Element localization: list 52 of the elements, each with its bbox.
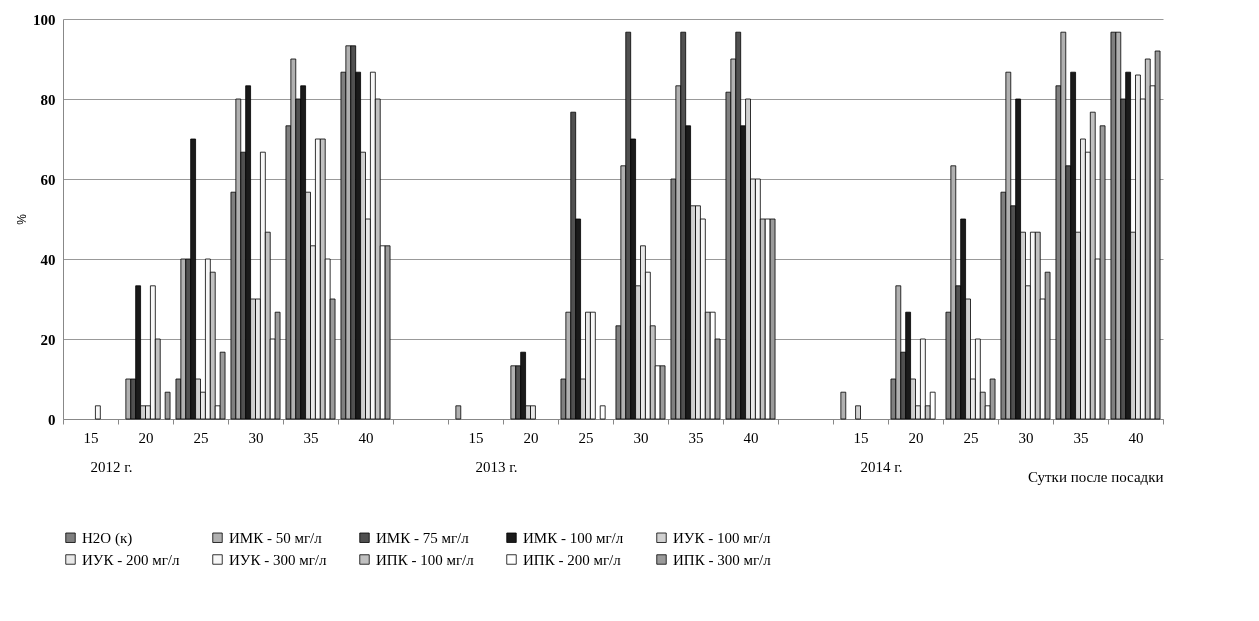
legend-label: ИУК - 100 мг/л bbox=[673, 529, 772, 546]
legend-label: ИМК - 50 мг/л bbox=[229, 529, 323, 546]
x-tick-label: 25 bbox=[963, 429, 979, 446]
bar bbox=[855, 405, 861, 420]
bar bbox=[599, 405, 606, 420]
y-tick-label: 20 bbox=[40, 331, 56, 348]
y-tick-label: 100 bbox=[33, 11, 56, 28]
y-tick-label: 40 bbox=[40, 251, 56, 268]
y-tick-label: 60 bbox=[40, 171, 56, 188]
x-tick-label: 40 bbox=[743, 429, 759, 446]
bar bbox=[929, 391, 936, 420]
bar bbox=[219, 351, 226, 420]
x-tick-label: 15 bbox=[853, 429, 869, 446]
x-tick-label: 15 bbox=[83, 429, 99, 446]
x-tick-label: 30 bbox=[1018, 429, 1034, 446]
bar bbox=[164, 391, 171, 420]
legend-label: ИУК - 200 мг/л bbox=[82, 551, 181, 568]
x-tick-label: 30 bbox=[248, 429, 264, 446]
legend-label: ИМК - 75 мг/л bbox=[376, 529, 470, 546]
y-tick-label: 80 bbox=[40, 91, 56, 108]
bar bbox=[840, 391, 847, 420]
x-tick-label: 35 bbox=[1073, 429, 1089, 446]
x-tick-label: 40 bbox=[358, 429, 374, 446]
text: 2014 г. bbox=[860, 459, 903, 475]
bar bbox=[1089, 111, 1096, 420]
text: 2013 г. bbox=[475, 459, 518, 475]
x-tick-label: 35 bbox=[688, 429, 704, 446]
x-tick-label: 15 bbox=[468, 429, 484, 446]
legend-label: ИУК - 300 мг/л bbox=[229, 551, 328, 568]
x-tick-label: 40 bbox=[1128, 429, 1144, 446]
y-tick-label: 0 bbox=[48, 411, 56, 428]
bar bbox=[125, 378, 132, 420]
bar bbox=[455, 405, 462, 420]
x-tick-label: 35 bbox=[303, 429, 319, 446]
legend-label: ИПК - 200 мг/л bbox=[523, 551, 622, 568]
bar bbox=[1034, 231, 1041, 420]
x-tick-label: 25 bbox=[578, 429, 594, 446]
x-tick-label: 25 bbox=[193, 429, 209, 446]
legend-label: ИПК - 300 мг/л bbox=[673, 551, 772, 568]
bar bbox=[95, 405, 101, 420]
x-tick-label: 20 bbox=[523, 429, 539, 446]
x-tick-label: 20 bbox=[908, 429, 924, 446]
y-axis-title: % bbox=[15, 213, 29, 225]
bar bbox=[989, 378, 996, 420]
text: 2012 г. bbox=[90, 459, 133, 475]
x-tick-label: 20 bbox=[138, 429, 154, 446]
x-axis-title: Сутки после посадки bbox=[1027, 468, 1164, 485]
legend-label: H2O (к) bbox=[82, 529, 133, 547]
x-tick-label: 30 bbox=[633, 429, 649, 446]
bar bbox=[659, 365, 666, 420]
legend-label: ИПК - 100 мг/л bbox=[376, 551, 475, 568]
legend-label: ИМК - 100 мг/л bbox=[523, 529, 624, 546]
